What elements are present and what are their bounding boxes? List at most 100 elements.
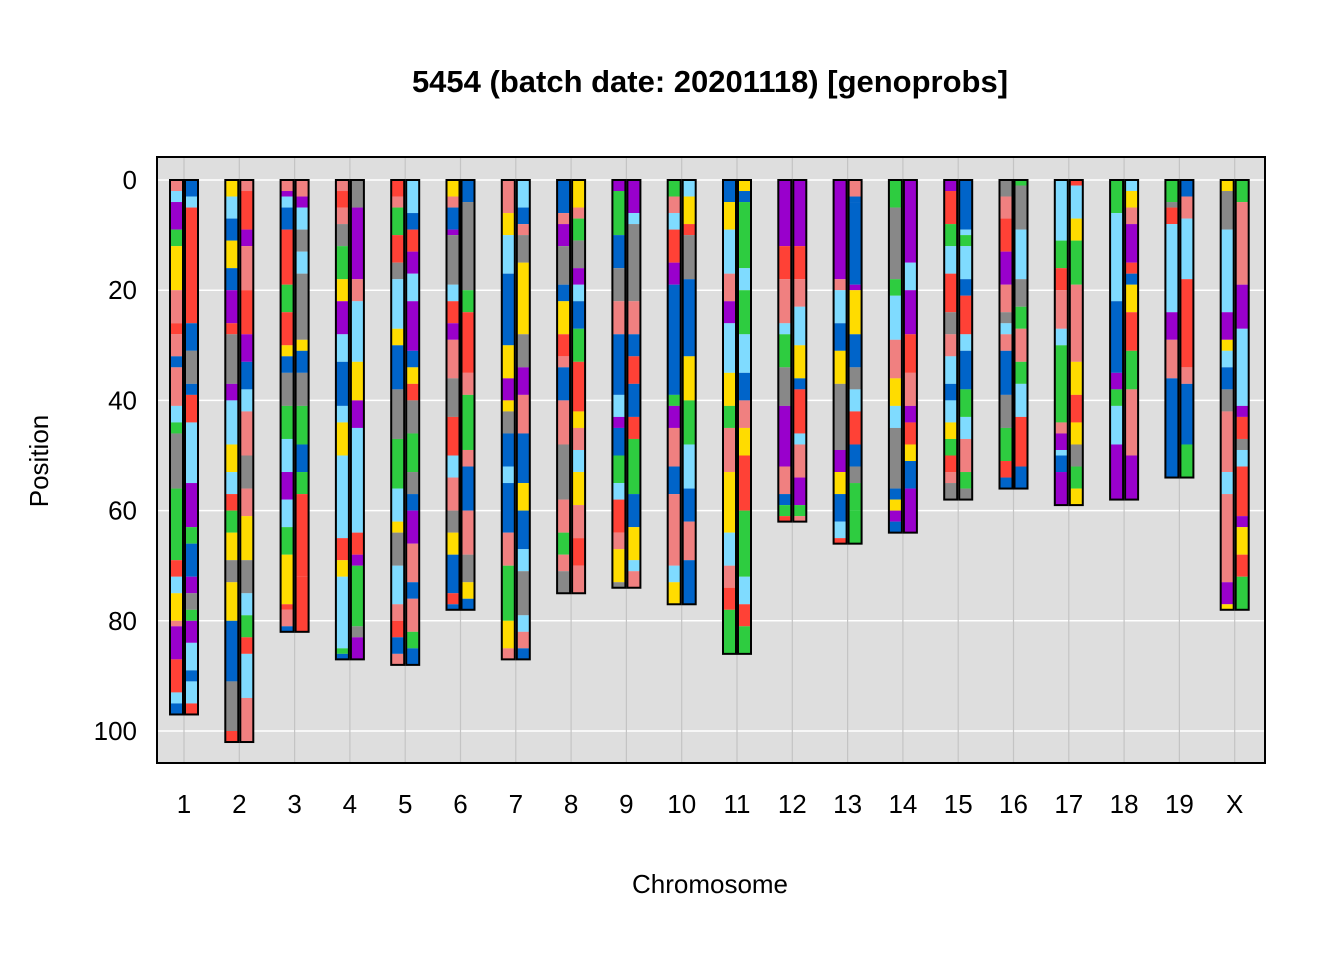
haplotype-segment — [959, 334, 973, 351]
chromosome-outline — [902, 179, 918, 534]
haplotype-segment — [723, 472, 736, 533]
haplotype-segment — [446, 416, 460, 456]
haplotype-segment — [335, 538, 349, 561]
haplotype-segment — [1069, 488, 1083, 506]
haplotype-segment — [461, 554, 475, 583]
haplotype-segment — [225, 290, 239, 324]
haplotype-segment — [406, 494, 420, 511]
haplotype-segment — [335, 246, 349, 280]
haplotype-segment — [612, 268, 626, 302]
chromosome-7 — [500, 179, 531, 661]
haplotype-segment — [793, 433, 807, 445]
haplotype-segment — [793, 279, 807, 307]
haplotype-segment — [516, 394, 530, 434]
haplotype-segment — [225, 620, 239, 682]
haplotype-segment — [557, 554, 571, 572]
haplotype-segment — [391, 620, 405, 638]
haplotype-segment — [682, 235, 696, 280]
haplotype-segment — [240, 516, 254, 561]
haplotype-segment — [280, 372, 294, 406]
haplotype-segment — [612, 549, 626, 583]
haplotype-segment — [667, 405, 681, 428]
haplotype-segment — [406, 648, 420, 665]
haplotype-segment — [833, 521, 847, 539]
plot-frame — [156, 156, 1266, 764]
haplotype-segment — [1220, 604, 1234, 610]
haplotype-segment — [959, 389, 973, 417]
haplotype-segment — [1220, 339, 1234, 351]
haplotype-segment — [280, 356, 294, 373]
haplotype-segment — [350, 301, 364, 362]
haplotype-segment — [225, 444, 239, 473]
haplotype-segment — [170, 290, 183, 324]
haplotype-segment — [888, 405, 902, 428]
haplotype-segment — [557, 224, 571, 247]
haplotype-segment — [185, 609, 198, 621]
haplotype-segment — [793, 180, 807, 247]
haplotype-segment — [1054, 422, 1068, 434]
haplotype-segment — [501, 411, 515, 434]
haplotype-segment — [350, 637, 364, 660]
chromosome-outline — [958, 179, 974, 501]
chromosome-outline — [500, 179, 516, 661]
haplotype-segment — [944, 483, 958, 500]
haplotype-segment — [501, 180, 515, 214]
haplotype-segment — [959, 180, 973, 230]
haplotype-segment — [1220, 180, 1234, 192]
haplotype-segment — [1220, 494, 1234, 583]
haplotype-segment — [280, 527, 294, 555]
haplotype-segment — [1125, 224, 1139, 263]
haplotype-segment — [1069, 466, 1083, 489]
haplotype-segment — [848, 290, 862, 335]
haplotype-segment — [888, 521, 902, 533]
chromosome-outline — [556, 179, 572, 595]
haplotype-segment — [999, 284, 1013, 313]
y-tick-labels: 0 20 40 60 80 100 — [94, 165, 137, 746]
haplotype-segment — [225, 731, 239, 743]
haplotype-segment — [185, 323, 198, 351]
haplotype-segment — [446, 593, 460, 605]
haplotype-segment — [446, 554, 460, 594]
haplotype-segment — [557, 284, 571, 302]
haplotype-segment — [406, 472, 420, 495]
haplotype-segment — [1220, 229, 1234, 313]
haplotype-segment — [1180, 196, 1194, 219]
haplotype-segment — [350, 427, 364, 533]
chromosome-11 — [722, 179, 752, 655]
haplotype-segment — [1235, 449, 1249, 467]
haplotype-segment — [1125, 262, 1139, 274]
chromosome-2 — [224, 179, 255, 744]
y-tick-label: 0 — [123, 165, 137, 195]
haplotype-segment — [1110, 372, 1124, 390]
haplotype-segment — [903, 488, 917, 533]
haplotype-segment — [1054, 472, 1068, 506]
chromosome-outline — [1164, 179, 1180, 479]
haplotype-segment — [391, 279, 405, 329]
haplotype-segment — [1180, 383, 1194, 445]
x-tick-label: 16 — [999, 789, 1028, 819]
haplotype-segment — [1180, 279, 1194, 368]
haplotype-segment — [1235, 527, 1249, 555]
haplotype-segment — [170, 202, 183, 230]
haplotype-segment — [1069, 218, 1083, 241]
haplotype-segment — [501, 213, 515, 236]
haplotype-segment — [778, 367, 792, 406]
chromosome-outline — [1124, 179, 1140, 501]
haplotype-segment — [627, 334, 641, 357]
haplotype-segment — [999, 334, 1013, 351]
haplotype-segment — [778, 466, 792, 495]
haplotype-segment — [461, 510, 475, 555]
haplotype-segment — [999, 461, 1013, 478]
x-tick-label: 17 — [1054, 789, 1083, 819]
haplotype-segment — [682, 400, 696, 445]
haplotype-segment — [999, 394, 1013, 428]
haplotype-segment — [170, 229, 183, 247]
haplotype-segment — [627, 356, 641, 384]
haplotype-segment — [516, 224, 530, 236]
haplotype-segment — [280, 626, 294, 632]
haplotype-segment — [1235, 554, 1249, 577]
haplotype-segment — [391, 262, 405, 280]
haplotype-segment — [944, 455, 958, 473]
haplotype-segment — [627, 416, 641, 439]
chromosome-outline — [777, 179, 793, 523]
